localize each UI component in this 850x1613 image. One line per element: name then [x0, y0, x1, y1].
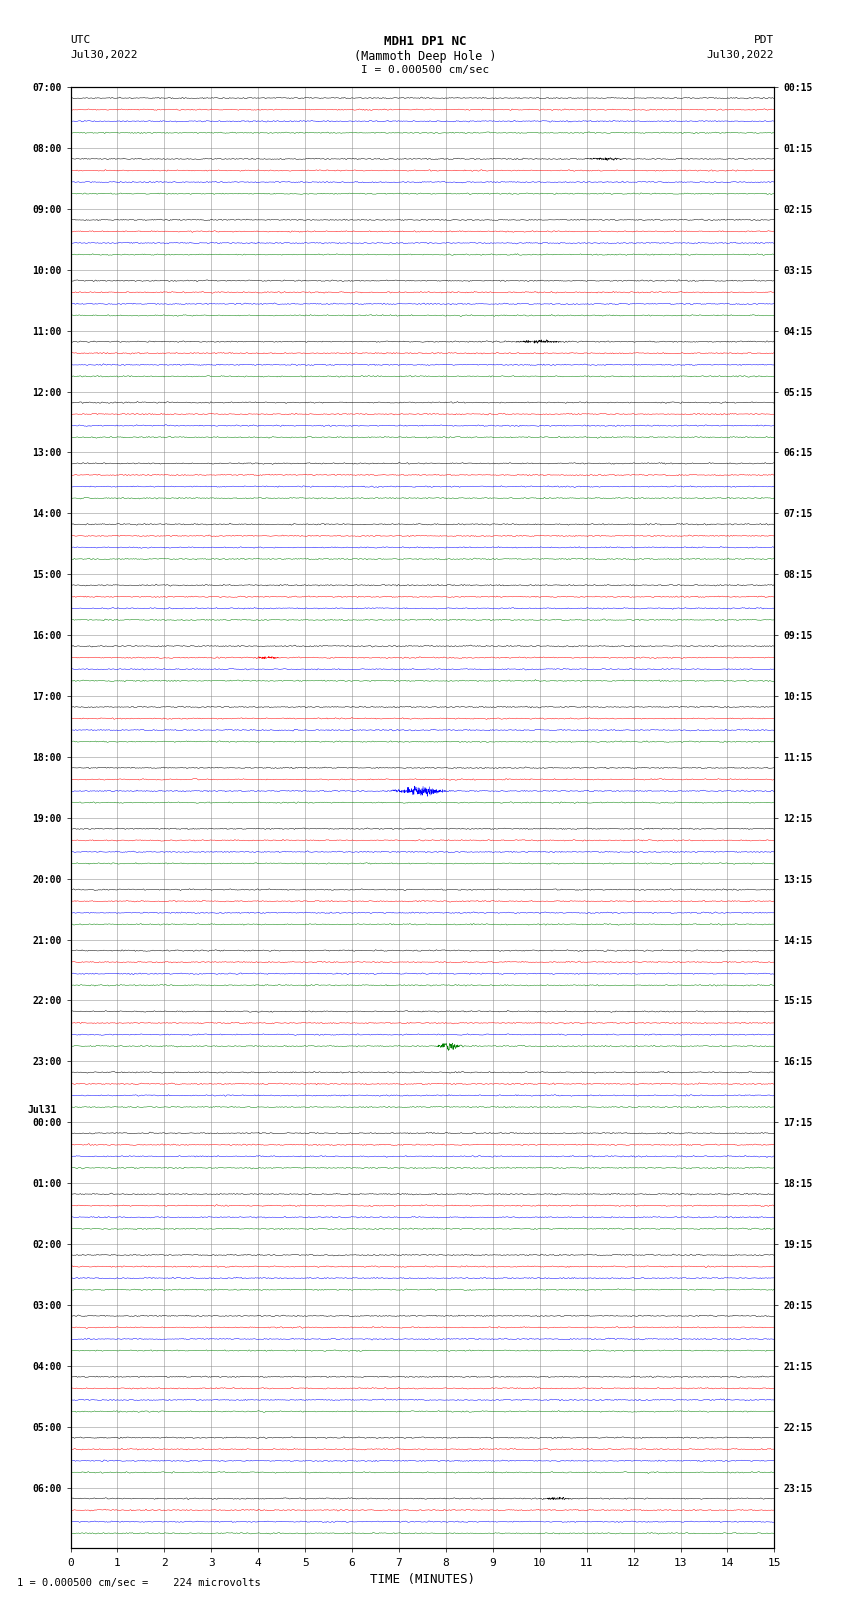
Text: Jul31: Jul31 [27, 1105, 56, 1115]
Text: (Mammoth Deep Hole ): (Mammoth Deep Hole ) [354, 50, 496, 63]
X-axis label: TIME (MINUTES): TIME (MINUTES) [370, 1573, 475, 1586]
Text: PDT: PDT [754, 35, 774, 45]
Text: Jul30,2022: Jul30,2022 [71, 50, 138, 60]
Text: 1 = 0.000500 cm/sec =    224 microvolts: 1 = 0.000500 cm/sec = 224 microvolts [17, 1578, 261, 1587]
Text: UTC: UTC [71, 35, 91, 45]
Text: MDH1 DP1 NC: MDH1 DP1 NC [383, 35, 467, 48]
Text: I = 0.000500 cm/sec: I = 0.000500 cm/sec [361, 65, 489, 74]
Text: Jul30,2022: Jul30,2022 [707, 50, 774, 60]
